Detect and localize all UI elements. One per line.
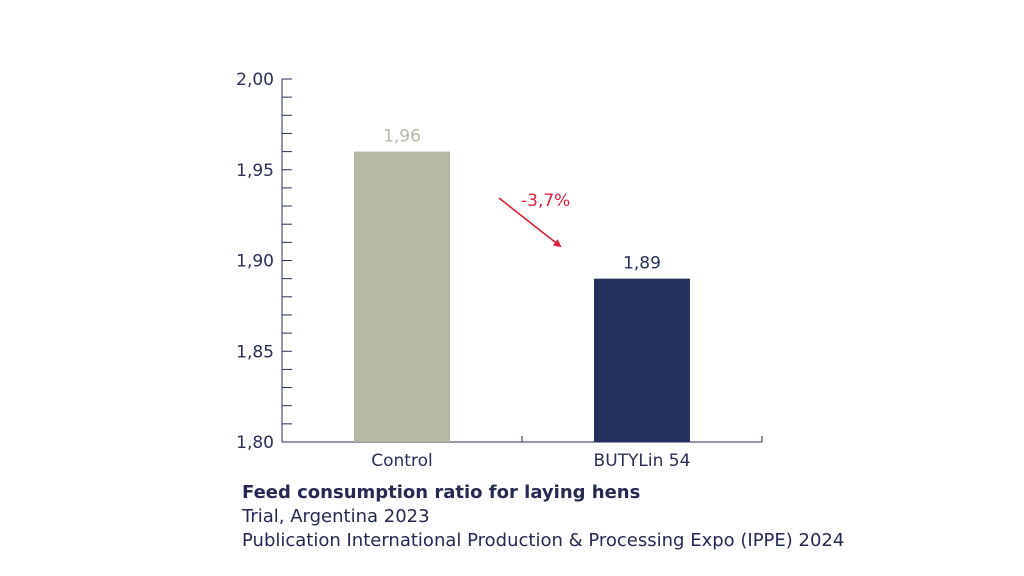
change-label: -3,7%: [521, 191, 570, 211]
caption-title: Feed consumption ratio for laying hens: [242, 482, 641, 503]
y-tick-label: 1,90: [236, 252, 274, 272]
bar: [354, 151, 450, 442]
y-tick-label: 1,80: [236, 433, 274, 453]
y-tick-label: 1,95: [236, 161, 274, 181]
bar-value-label: 1,89: [623, 254, 661, 274]
y-tick-label: 1,85: [236, 342, 274, 362]
x-category-label: BUTYLin 54: [594, 451, 691, 471]
bar-value-label: 1,96: [383, 127, 421, 147]
chart-caption: Feed consumption ratio for laying hens T…: [242, 481, 844, 553]
caption-publication-line: Publication International Production & P…: [242, 530, 845, 551]
bar: [594, 278, 690, 442]
x-category-label: Control: [371, 451, 432, 471]
caption-trial-line: Trial, Argentina 2023: [242, 506, 430, 527]
change-arrow: [498, 197, 562, 248]
y-tick-label: 2,00: [236, 70, 274, 90]
